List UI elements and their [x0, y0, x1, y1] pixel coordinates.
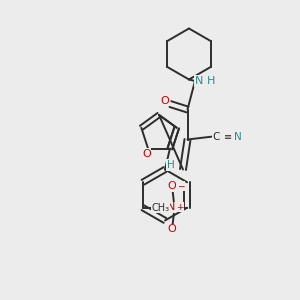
Text: H: H [207, 76, 215, 86]
Text: O: O [167, 224, 176, 234]
Text: N: N [167, 202, 175, 212]
Text: H: H [167, 160, 174, 170]
Text: +: + [176, 203, 183, 212]
Text: CH₃: CH₃ [152, 203, 170, 213]
Text: O: O [160, 95, 169, 106]
Text: O: O [168, 181, 176, 191]
Text: N: N [234, 131, 242, 142]
Text: C: C [212, 131, 220, 142]
Text: ≡: ≡ [224, 131, 232, 142]
Text: O: O [142, 149, 151, 159]
Text: N: N [194, 76, 203, 86]
Text: −: − [177, 182, 184, 191]
